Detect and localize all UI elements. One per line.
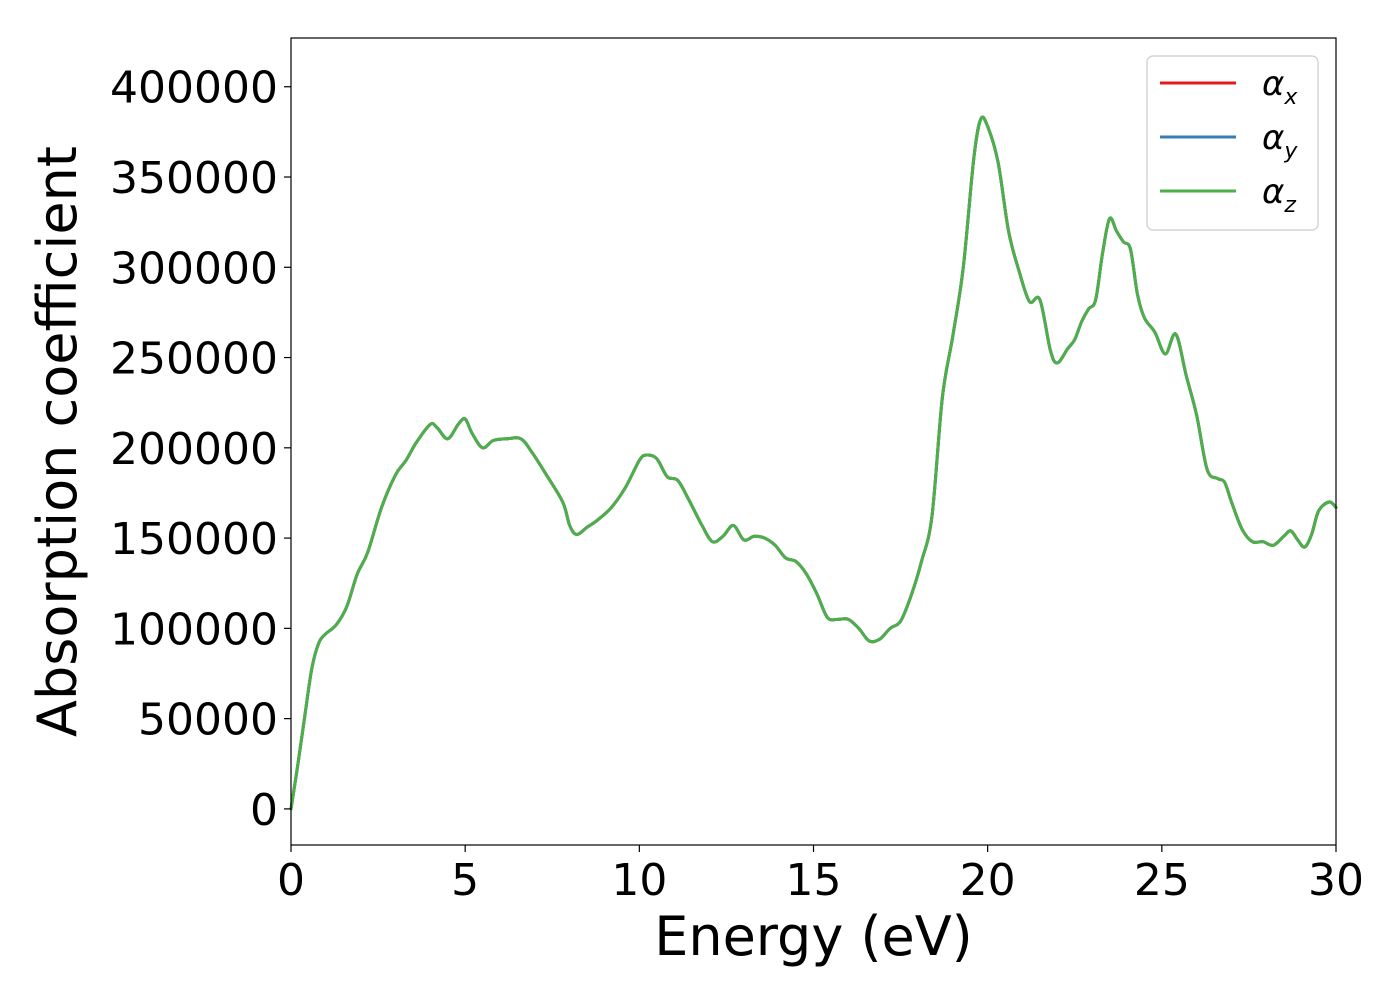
x-tick-label: 0 xyxy=(277,855,305,906)
y-axis-ticks: 0 50000 100000 150000 200000 250000 300000 3500… xyxy=(110,63,291,836)
y-tick-label: 0 xyxy=(250,785,278,836)
series-layer xyxy=(289,115,1338,811)
y-axis-title: Absorption coefficient xyxy=(26,146,89,737)
y-tick-label: 150000 xyxy=(110,514,278,565)
legend-subscript-x: x xyxy=(1283,85,1298,110)
legend-subscript-y: y xyxy=(1283,139,1298,164)
legend-subscript-z: z xyxy=(1283,193,1296,218)
y-tick-label: 250000 xyxy=(110,334,278,385)
x-tick-label: 15 xyxy=(786,855,842,906)
y-tick-label: 100000 xyxy=(110,604,278,655)
y-tick-label: 350000 xyxy=(110,153,278,204)
x-axis-title: Energy (eV) xyxy=(654,905,973,968)
x-tick-label: 30 xyxy=(1308,855,1364,906)
y-tick-label: 50000 xyxy=(138,695,278,746)
x-tick-label: 10 xyxy=(611,855,667,906)
x-tick-label: 20 xyxy=(960,855,1016,906)
x-axis-ticks: 0 5 10 15 20 25 30 xyxy=(277,845,1364,906)
legend-label-y: αy xyxy=(1262,118,1298,164)
x-tick-label: 25 xyxy=(1134,855,1190,906)
x-tick-label: 5 xyxy=(451,855,479,906)
y-tick-label: 300000 xyxy=(110,243,278,294)
series-line-z xyxy=(289,115,1338,811)
legend-box xyxy=(1146,55,1319,231)
y-tick-label: 400000 xyxy=(110,63,278,114)
y-tick-label: 200000 xyxy=(110,424,278,475)
